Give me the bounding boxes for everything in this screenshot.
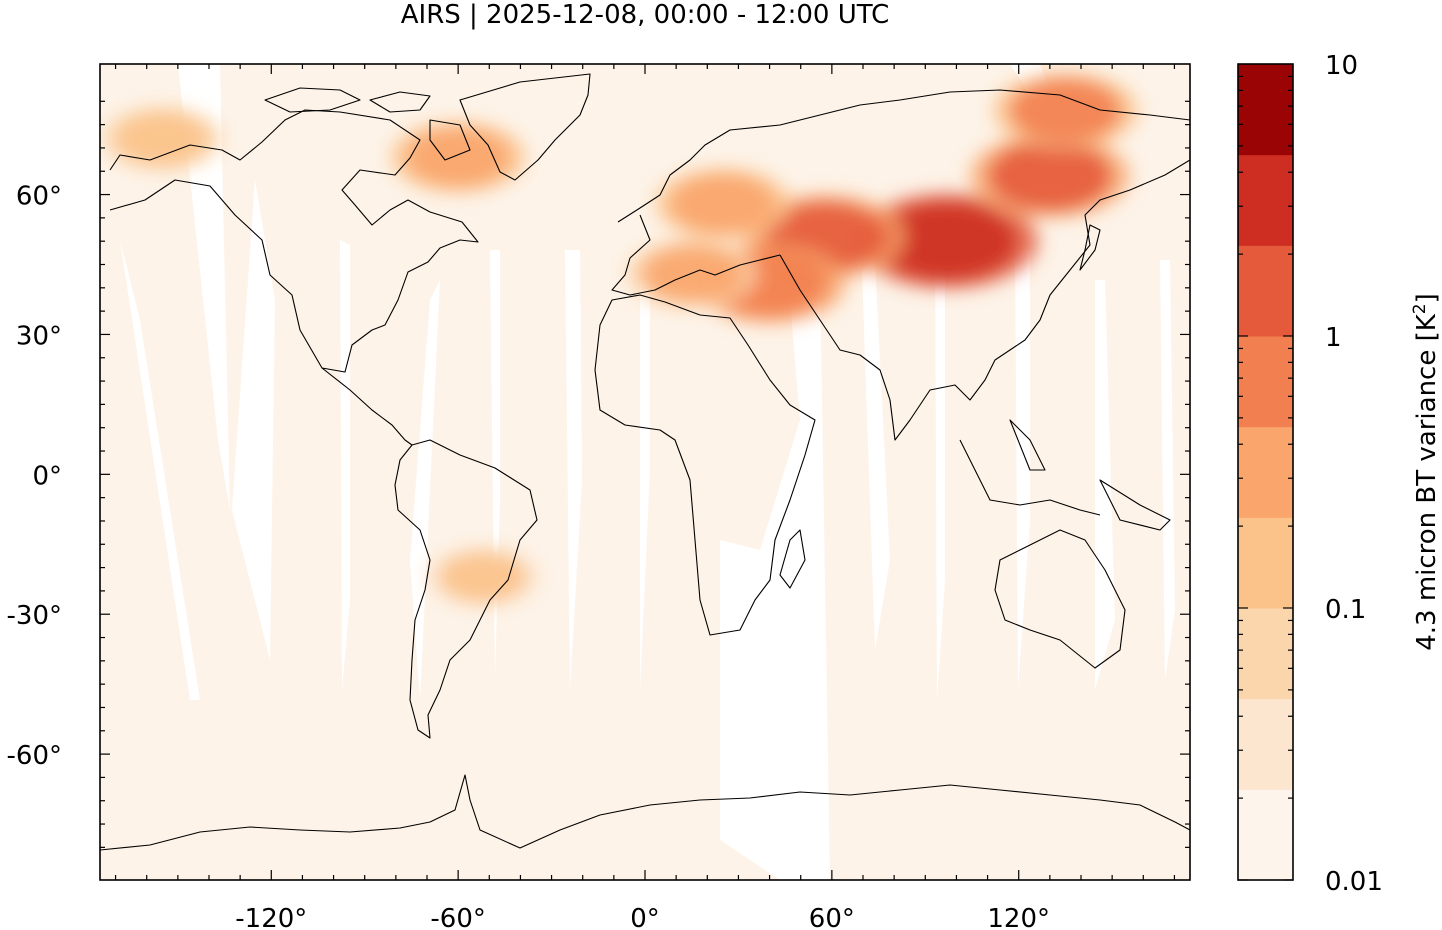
colorbar-label-superscript: 2 bbox=[1410, 303, 1430, 314]
swath-gap bbox=[410, 280, 440, 700]
colorbar-block bbox=[1238, 154, 1293, 246]
lon-tick-label: 0° bbox=[630, 904, 660, 930]
colorbar-label-suffix: ] bbox=[1412, 293, 1442, 303]
swath-gap bbox=[1095, 280, 1115, 690]
colorbar-tick-label: 1 bbox=[1325, 323, 1342, 353]
variance-hotspot bbox=[115, 111, 209, 166]
swath-gap bbox=[1160, 260, 1175, 680]
swath-gap bbox=[640, 280, 650, 690]
colorbar-block bbox=[1238, 789, 1293, 881]
lat-tick-label: -30° bbox=[7, 601, 62, 631]
coastline-europe bbox=[611, 104, 861, 296]
colorbar: 10 1 0.1 0.01 4.3 micron BT variance [K2] bbox=[1237, 51, 1442, 897]
swath-gap bbox=[232, 180, 275, 660]
coastline-antarctica bbox=[100, 774, 1190, 851]
lon-tick-label: -60° bbox=[430, 904, 485, 930]
swath-gap bbox=[120, 240, 200, 700]
coastline-north-america bbox=[109, 109, 479, 373]
colorbar-tick-label: 0.1 bbox=[1325, 595, 1366, 625]
lat-tick-label: 0° bbox=[32, 461, 62, 491]
colorbar-block bbox=[1238, 698, 1293, 790]
variance-hotspot bbox=[1009, 78, 1122, 143]
swath-gap bbox=[935, 250, 945, 700]
lon-tick-label: -120° bbox=[235, 904, 307, 930]
coastline-south-america bbox=[394, 439, 538, 739]
coastline-japan bbox=[1079, 224, 1101, 271]
variance-hotspot bbox=[988, 140, 1112, 211]
lat-tick-label: -60° bbox=[7, 741, 62, 771]
colorbar-block bbox=[1238, 608, 1293, 700]
variance-hotspot bbox=[670, 174, 775, 234]
colorbar-ticks bbox=[1238, 75, 1293, 881]
coastlines bbox=[100, 73, 1190, 851]
map-tick-labels: -120° -60° 0° 60° 120° 60° 30° 0° -30° -60° bbox=[7, 182, 1051, 930]
colorbar-block bbox=[1238, 336, 1293, 428]
colorbar-label-text: 4.3 micron BT variance [K bbox=[1412, 313, 1442, 651]
colorbar-block bbox=[1238, 517, 1293, 609]
coastline-central-america bbox=[321, 367, 413, 446]
coastline-greenland bbox=[459, 73, 591, 181]
coastline-asia bbox=[779, 89, 1190, 441]
coastline-australia bbox=[994, 529, 1126, 669]
map-panel: -120° -60° 0° 60° 120° 60° 30° 0° -30° -60° bbox=[7, 63, 1191, 930]
variance-hotspot bbox=[876, 201, 1018, 281]
coastline-africa bbox=[594, 294, 816, 636]
lat-tick-label: 30° bbox=[16, 321, 62, 351]
coastline-arctic-islands bbox=[264, 87, 471, 161]
colorbar-tick-label: 0.01 bbox=[1325, 867, 1383, 897]
variance-hotspot bbox=[406, 127, 511, 188]
colorbar-block bbox=[1238, 426, 1293, 518]
swath-gap bbox=[178, 64, 230, 510]
colorbar-blocks bbox=[1238, 64, 1293, 881]
swath-gap bbox=[720, 280, 830, 880]
coastline-madagascar bbox=[779, 529, 806, 589]
lon-tick-label: 120° bbox=[987, 904, 1050, 930]
variance-hotspot bbox=[438, 551, 528, 603]
lon-tick-label: 60° bbox=[809, 904, 855, 930]
colorbar-label: 4.3 micron BT variance [K2] bbox=[1410, 293, 1442, 651]
colorbar-block bbox=[1238, 245, 1293, 337]
swath-gap bbox=[565, 250, 582, 690]
colorbar-tick-labels: 10 1 0.1 0.01 bbox=[1325, 51, 1383, 897]
swath-gap bbox=[1015, 250, 1030, 690]
lat-tick-label: 60° bbox=[16, 182, 62, 212]
map-ticks bbox=[100, 64, 1190, 880]
colorbar-frame bbox=[1237, 63, 1294, 881]
map-title: AIRS | 2025-12-08, 00:00 - 12:00 UTC bbox=[400, 0, 890, 30]
coastline-southeast-asia bbox=[959, 419, 1171, 531]
colorbar-block bbox=[1238, 64, 1293, 156]
variance-field bbox=[101, 72, 1139, 608]
colorbar-tick-label: 10 bbox=[1325, 51, 1358, 81]
swath-gap bbox=[862, 260, 890, 650]
swath-gap bbox=[340, 240, 350, 690]
